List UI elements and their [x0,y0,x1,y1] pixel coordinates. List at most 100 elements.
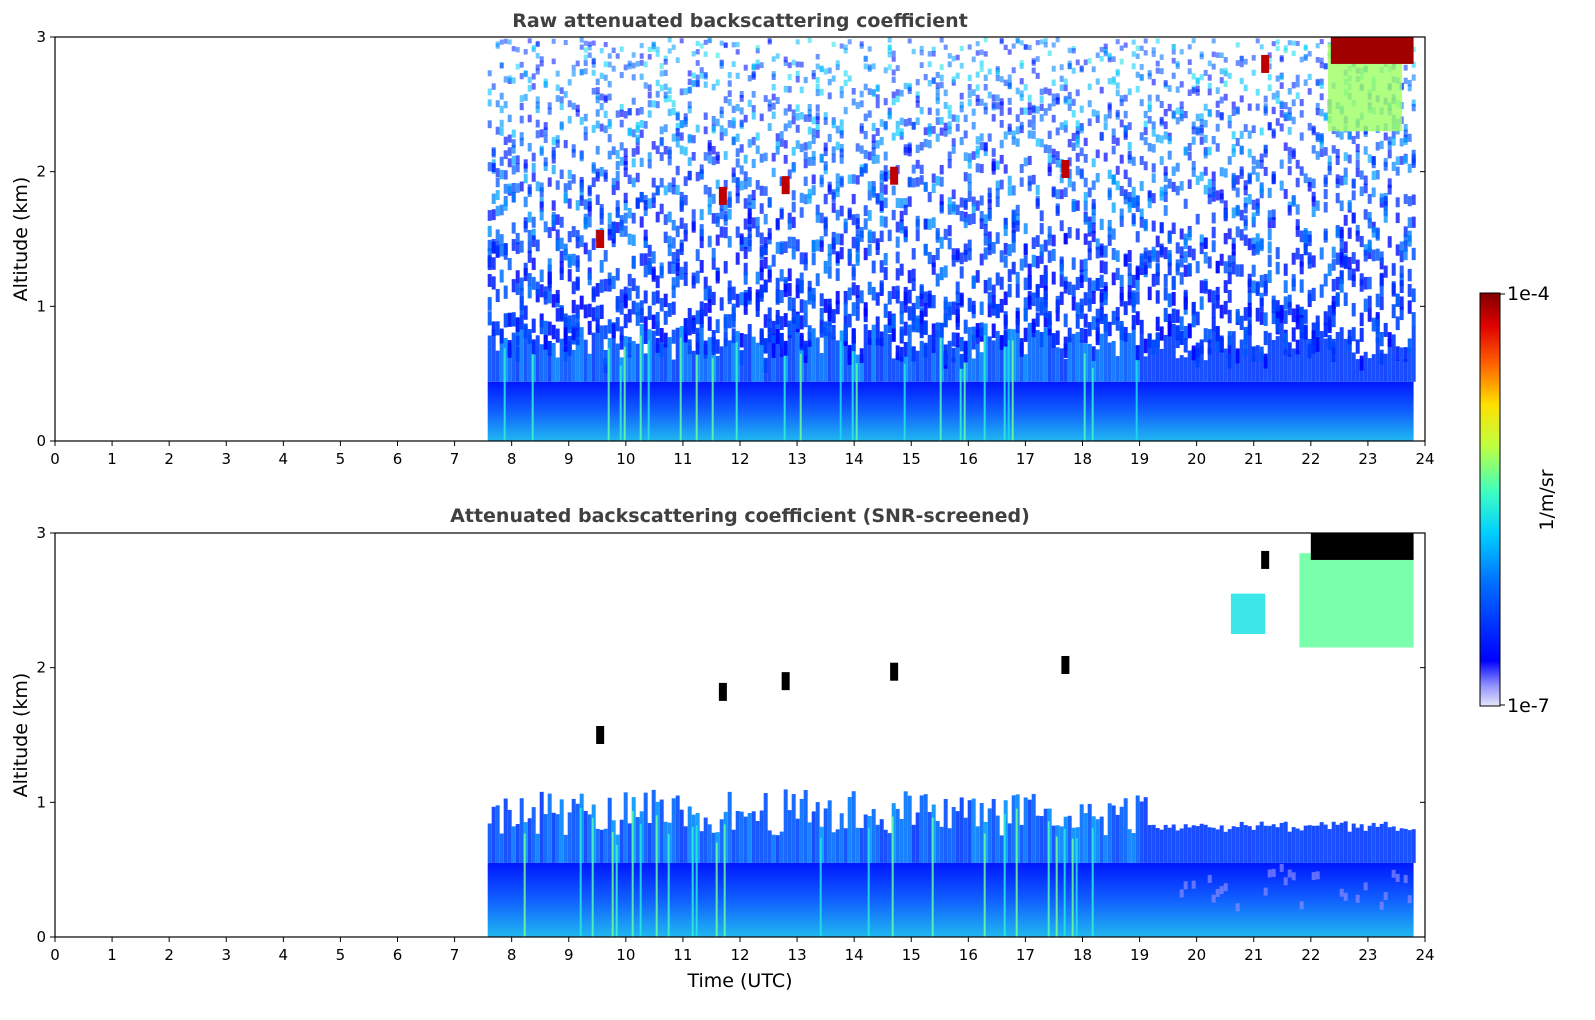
noise-pixel [991,301,996,316]
bl-column [951,357,956,382]
noise-pixel [699,260,704,273]
noise-pixel [879,230,884,243]
noise-pixel [911,48,916,55]
bl-column [1079,340,1084,382]
noise-pixel [1215,143,1220,152]
noise-pixel [899,263,904,276]
noise-pixel [571,325,576,341]
noise-pixel [1167,232,1172,244]
noise-pixel [1371,249,1376,262]
noise-pixel [515,47,520,53]
noise-pixel [831,309,836,324]
noise-pixel [559,169,564,179]
noise-pixel [715,319,720,334]
noise-pixel [1071,257,1076,270]
noise-pixel [1039,244,1044,257]
bl-column [1039,332,1044,382]
noise-pixel [919,284,924,298]
noise-pixel [1159,100,1164,109]
noise-pixel [935,175,940,186]
noise-pixel [611,227,616,239]
noise-pixel [1355,224,1360,236]
noise-pixel [667,108,672,117]
noise-pixel [1235,42,1240,48]
noise-pixel [1103,122,1108,131]
noise-pixel [1367,276,1372,290]
noise-pixel [527,329,532,344]
noise-pixel [1387,136,1392,145]
noise-pixel [1055,299,1060,313]
noise-pixel [655,311,660,326]
noise-pixel [1395,156,1400,166]
noise-pixel [1019,60,1024,66]
noise-pixel [895,120,900,129]
noise-pixel [527,38,532,44]
bl-column [1099,333,1104,382]
noise-pixel [1207,194,1212,205]
noise-pixel [1019,94,1024,101]
noise-pixel [1003,329,1008,345]
noise-pixel [827,67,832,74]
noise-pixel [1363,298,1368,312]
noise-pixel [967,191,972,202]
noise-pixel [811,185,816,196]
bl-column [1267,332,1272,382]
noise-pixel [1323,311,1328,326]
noise-pixel [559,121,564,130]
noise-pixel [571,226,576,238]
bl-column [1263,356,1268,382]
noise-pixel [1303,243,1308,256]
noise-pixel [1259,44,1264,50]
noise-pixel [899,222,904,234]
noise-pixel [1099,309,1104,325]
noise-pixel [563,192,568,203]
noise-pixel [571,70,576,77]
noise-pixel [895,251,900,264]
noise-pixel [627,108,632,116]
noise-pixel [947,225,952,237]
x-tick-label: 12 [730,946,749,964]
noise-pixel [1115,267,1120,281]
noise-pixel [667,303,672,317]
bl-column [1099,816,1104,863]
noise-pixel [607,93,612,101]
noise-pixel [731,303,736,318]
bl-column [999,336,1004,382]
noise-pixel [755,180,760,190]
noise-pixel [1355,259,1360,272]
noise-pixel [679,145,684,155]
noise-pixel [967,84,972,91]
noise-pixel [1131,315,1136,330]
noise-pixel [1119,119,1124,128]
noise-pixel [1123,301,1128,316]
noise-pixel [627,128,632,137]
noise-pixel [995,272,1000,286]
weak-signal [1311,872,1316,881]
bl-column [1023,354,1028,382]
noise-pixel [887,52,892,58]
noise-pixel [655,79,660,87]
noise-pixel [703,152,708,161]
noise-pixel [1083,292,1088,306]
noise-pixel [519,61,524,68]
noise-pixel [1143,137,1148,146]
bl-column [823,808,828,863]
bl-column [511,826,516,863]
bl-column [1323,338,1328,382]
noise-pixel [659,126,664,135]
noise-pixel [1407,338,1412,354]
small-cloud [718,682,727,701]
noise-pixel [775,140,780,150]
bl-column [827,800,832,863]
noise-pixel [1315,322,1320,337]
noise-pixel [495,205,500,217]
noise-pixel [887,37,892,43]
noise-pixel [1279,109,1284,118]
noise-pixel [643,195,648,206]
bl-column [771,348,776,382]
noise-pixel [1267,56,1272,63]
panel-screened: Attenuated backscattering coefficient (S… [10,505,1435,992]
x-tick-label: 7 [450,450,460,468]
noise-pixel [755,47,760,54]
noise-pixel [1275,75,1280,82]
